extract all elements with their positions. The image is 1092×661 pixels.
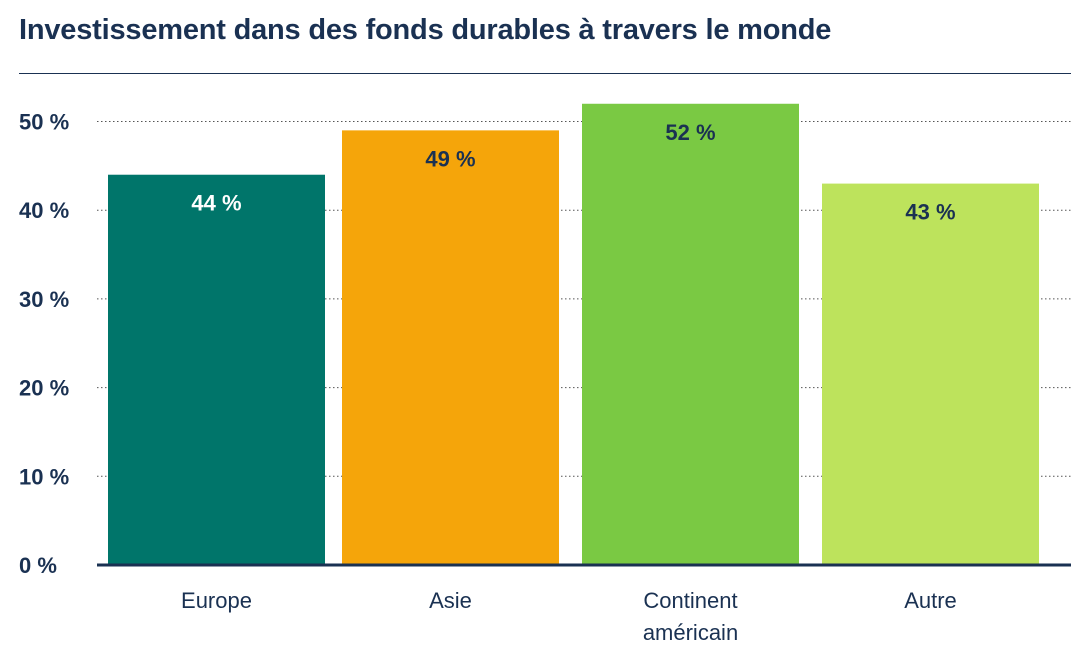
y-tick-label: 40 % — [19, 198, 69, 223]
y-axis-ticks: 0 % 10 % 20 % 30 % 40 % 50 % — [19, 110, 69, 579]
y-tick-label: 50 % — [19, 110, 69, 135]
title-divider — [19, 73, 1071, 74]
x-tick-label: Autre — [904, 588, 957, 613]
data-label: 43 % — [905, 200, 955, 225]
bar — [342, 130, 559, 565]
y-tick-label: 30 % — [19, 287, 69, 312]
x-tick-label: Asie — [429, 588, 472, 613]
bar — [108, 174, 325, 565]
data-labels: 44 % 49 % 52 % 43 % — [191, 120, 955, 225]
bars — [108, 103, 1039, 565]
data-label: 44 % — [191, 191, 241, 216]
x-tick-label: Europe — [181, 588, 252, 613]
data-label: 52 % — [665, 120, 715, 145]
y-tick-label: 0 % — [19, 553, 57, 578]
x-tick-label: Continent — [643, 588, 737, 613]
chart-title: Investissement dans des fonds durables à… — [19, 14, 832, 46]
x-tick-label: américain — [643, 620, 738, 645]
bar — [822, 183, 1039, 565]
data-label: 49 % — [425, 146, 475, 171]
bar — [582, 103, 799, 565]
y-tick-label: 10 % — [19, 464, 69, 489]
y-tick-label: 20 % — [19, 376, 69, 401]
x-axis-ticks: Europe Asie Continent américain Autre — [181, 588, 957, 645]
